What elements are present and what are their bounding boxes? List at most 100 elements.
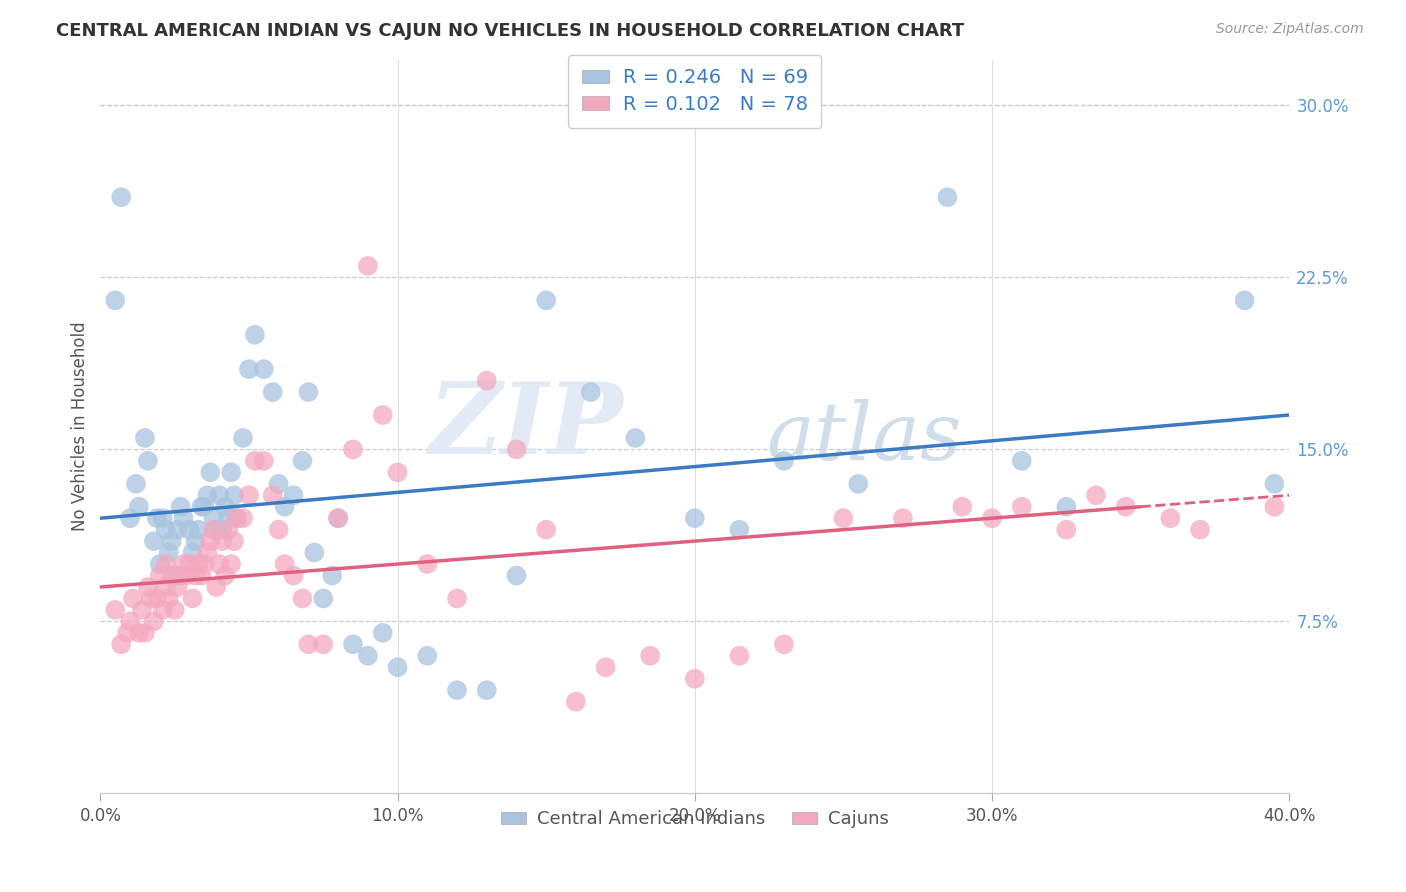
Point: [176, 568, 198, 582]
Point: [157, 545, 180, 559]
Point: [1189, 523, 1212, 537]
Point: [342, 637, 364, 651]
Point: [326, 511, 349, 525]
Point: [139, 591, 162, 606]
Point: [136, 580, 159, 594]
Point: [200, 466, 222, 480]
Point: [371, 408, 394, 422]
Point: [128, 625, 150, 640]
Point: [1054, 523, 1077, 537]
Text: CENTRAL AMERICAN INDIAN VS CAJUN NO VEHICLES IN HOUSEHOLD CORRELATION CHART: CENTRAL AMERICAN INDIAN VS CAJUN NO VEHI…: [56, 22, 965, 40]
Point: [297, 385, 319, 400]
Point: [1263, 476, 1285, 491]
Point: [505, 568, 527, 582]
Point: [211, 523, 233, 537]
Point: [152, 511, 174, 525]
Point: [238, 362, 260, 376]
Point: [163, 568, 186, 582]
Point: [1085, 488, 1108, 502]
Point: [446, 591, 468, 606]
Point: [387, 466, 409, 480]
Point: [224, 488, 246, 502]
Point: [1054, 500, 1077, 514]
Point: [173, 511, 195, 525]
Point: [169, 568, 191, 582]
Point: [187, 557, 209, 571]
Point: [181, 545, 204, 559]
Point: [134, 625, 156, 640]
Point: [128, 500, 150, 514]
Point: [155, 523, 177, 537]
Point: [728, 648, 751, 663]
Point: [193, 500, 215, 514]
Point: [149, 557, 172, 571]
Point: [565, 695, 588, 709]
Point: [371, 625, 394, 640]
Point: [110, 190, 132, 204]
Point: [219, 557, 242, 571]
Point: [505, 442, 527, 457]
Point: [219, 466, 242, 480]
Point: [1011, 454, 1033, 468]
Point: [981, 511, 1004, 525]
Point: [357, 259, 380, 273]
Point: [224, 534, 246, 549]
Point: [179, 557, 201, 571]
Point: [214, 500, 236, 514]
Point: [936, 190, 959, 204]
Point: [120, 615, 142, 629]
Point: [226, 511, 249, 525]
Point: [273, 557, 295, 571]
Point: [157, 591, 180, 606]
Point: [134, 431, 156, 445]
Point: [534, 523, 557, 537]
Point: [166, 523, 188, 537]
Point: [181, 591, 204, 606]
Point: [122, 591, 145, 606]
Point: [200, 534, 222, 549]
Point: [253, 362, 276, 376]
Point: [534, 293, 557, 308]
Point: [166, 580, 188, 594]
Point: [211, 534, 233, 549]
Point: [267, 523, 290, 537]
Text: ZIP: ZIP: [429, 378, 623, 475]
Point: [773, 454, 796, 468]
Point: [846, 476, 869, 491]
Point: [125, 476, 148, 491]
Point: [217, 523, 239, 537]
Point: [342, 442, 364, 457]
Point: [232, 431, 254, 445]
Point: [193, 557, 215, 571]
Point: [326, 511, 349, 525]
Point: [142, 615, 165, 629]
Point: [146, 591, 169, 606]
Legend: Central American Indians, Cajuns: Central American Indians, Cajuns: [494, 803, 896, 836]
Point: [416, 648, 439, 663]
Point: [214, 568, 236, 582]
Point: [1011, 500, 1033, 514]
Point: [187, 523, 209, 537]
Point: [179, 523, 201, 537]
Point: [146, 511, 169, 525]
Point: [104, 293, 127, 308]
Point: [304, 545, 326, 559]
Point: [205, 523, 228, 537]
Point: [195, 545, 218, 559]
Point: [173, 557, 195, 571]
Point: [312, 637, 335, 651]
Point: [110, 637, 132, 651]
Y-axis label: No Vehicles in Household: No Vehicles in Household: [72, 322, 89, 532]
Point: [160, 568, 183, 582]
Point: [291, 454, 314, 468]
Point: [475, 683, 498, 698]
Point: [683, 672, 706, 686]
Point: [243, 327, 266, 342]
Point: [1263, 500, 1285, 514]
Point: [202, 523, 225, 537]
Point: [357, 648, 380, 663]
Point: [184, 534, 207, 549]
Point: [149, 568, 172, 582]
Point: [104, 603, 127, 617]
Point: [226, 511, 249, 525]
